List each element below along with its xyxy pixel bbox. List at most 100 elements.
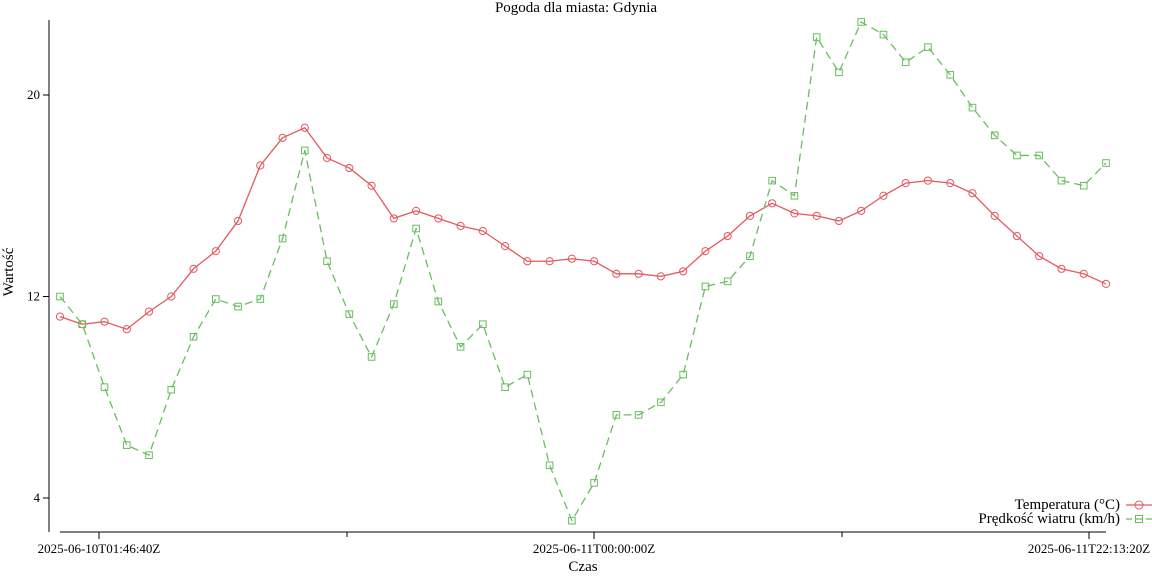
data-point-temperature	[233, 216, 243, 226]
data-point-temperature	[501, 242, 510, 251]
data-point-wind	[479, 320, 487, 329]
data-point-wind	[746, 252, 754, 260]
data-point-wind	[879, 30, 888, 39]
data-point-temperature	[100, 317, 109, 326]
x-tick-label: 2025-06-11T00:00:00Z	[533, 541, 655, 556]
data-point-temperature	[300, 123, 309, 132]
data-point-wind	[1079, 181, 1088, 190]
data-point-wind	[78, 320, 87, 329]
data-point-wind	[100, 383, 109, 391]
data-point-wind	[434, 297, 443, 306]
y-ticks: 4 12 20	[27, 87, 49, 505]
data-point-wind	[456, 343, 465, 351]
data-point-temperature	[256, 161, 265, 170]
data-point-temperature	[322, 153, 332, 163]
data-point-wind	[390, 300, 398, 308]
data-point-wind	[545, 461, 554, 470]
data-point-wind	[701, 282, 710, 291]
data-point-temperature	[590, 257, 599, 266]
data-point-wind	[145, 451, 153, 459]
data-point-temperature	[968, 189, 977, 198]
data-point-wind	[501, 383, 509, 391]
legend-item-wind: Prędkość wiatru (km/h)	[978, 511, 1152, 527]
data-point-temperature	[768, 199, 777, 208]
data-point-temperature	[634, 269, 643, 278]
chart-title: Pogoda dla miasta: Gdynia	[495, 0, 657, 16]
data-point-temperature	[478, 226, 487, 236]
y-tick-label: 12	[27, 289, 40, 304]
data-point-temperature	[679, 267, 688, 276]
data-point-wind	[345, 310, 354, 318]
data-point-wind	[990, 131, 999, 140]
data-point-wind	[122, 441, 131, 449]
legend-item-temperature: Temperatura (°C)	[1015, 497, 1152, 513]
data-point-wind	[946, 71, 955, 79]
data-point-temperature	[144, 307, 154, 316]
data-point-wind	[167, 385, 176, 394]
data-point-wind	[367, 353, 376, 361]
data-point-wind	[1013, 151, 1021, 160]
data-point-wind	[723, 277, 732, 286]
data-point-temperature	[946, 179, 955, 188]
data-point-temperature	[189, 264, 198, 273]
data-point-wind	[657, 398, 665, 407]
data-point-temperature	[790, 209, 799, 218]
legend: Temperatura (°C) Prędkość wiatru (km/h)	[978, 497, 1152, 527]
data-point-wind	[590, 479, 598, 487]
data-point-wind	[323, 257, 331, 266]
data-point-wind	[1057, 176, 1066, 185]
data-point-temperature	[434, 214, 443, 223]
data-point-temperature	[545, 257, 554, 266]
data-point-temperature	[167, 292, 176, 301]
data-point-wind	[835, 68, 843, 77]
y-tick-label: 4	[34, 490, 41, 505]
data-point-wind	[812, 33, 821, 41]
data-point-temperature	[411, 206, 421, 215]
data-point-temperature	[656, 272, 665, 281]
legend-label-wind: Prędkość wiatru (km/h)	[978, 511, 1120, 527]
data-point-temperature	[1079, 269, 1088, 278]
data-point-wind	[1035, 151, 1044, 160]
data-point-temperature	[745, 211, 755, 220]
data-point-temperature	[278, 133, 287, 142]
x-tick-label: 2025-06-10T01:46:40Z	[38, 541, 161, 556]
data-point-temperature	[612, 269, 621, 278]
data-point-wind	[278, 234, 287, 243]
data-point-wind	[412, 224, 420, 233]
data-point-wind	[568, 516, 576, 525]
data-point-temperature	[1057, 264, 1066, 273]
data-point-temperature	[901, 179, 910, 188]
data-point-wind	[234, 302, 242, 311]
data-point-wind	[768, 176, 776, 185]
data-point-wind	[924, 43, 932, 51]
y-tick-label: 20	[27, 87, 40, 102]
legend-marker-temperature	[1134, 500, 1144, 510]
legend-label-temperature: Temperatura (°C)	[1015, 497, 1120, 513]
data-point-temperature	[923, 176, 933, 185]
data-point-wind	[56, 292, 64, 301]
data-point-temperature	[990, 211, 999, 220]
data-point-wind	[301, 146, 309, 155]
data-point-wind	[634, 411, 643, 419]
x-tick-label: 2025-06-11T22:13:20Z	[1028, 541, 1150, 556]
series-wind	[56, 18, 1110, 525]
data-point-temperature	[523, 257, 532, 266]
data-point-temperature	[456, 221, 465, 231]
series-line-wind	[59, 21, 1107, 522]
data-point-temperature	[345, 163, 354, 173]
data-point-temperature	[211, 247, 220, 256]
data-point-wind	[211, 295, 220, 303]
data-point-temperature	[1101, 279, 1111, 289]
data-point-wind	[189, 333, 198, 341]
data-point-temperature	[1012, 231, 1022, 241]
data-point-wind	[857, 18, 865, 26]
data-point-temperature	[857, 206, 866, 215]
data-point-temperature	[812, 211, 821, 220]
data-point-wind	[968, 103, 977, 112]
data-point-wind	[790, 191, 799, 200]
data-point-wind	[256, 295, 265, 303]
legend-marker-wind	[1135, 515, 1143, 523]
data-point-wind	[1102, 159, 1110, 167]
series-line-temperature	[59, 127, 1107, 330]
data-point-temperature	[122, 325, 131, 334]
